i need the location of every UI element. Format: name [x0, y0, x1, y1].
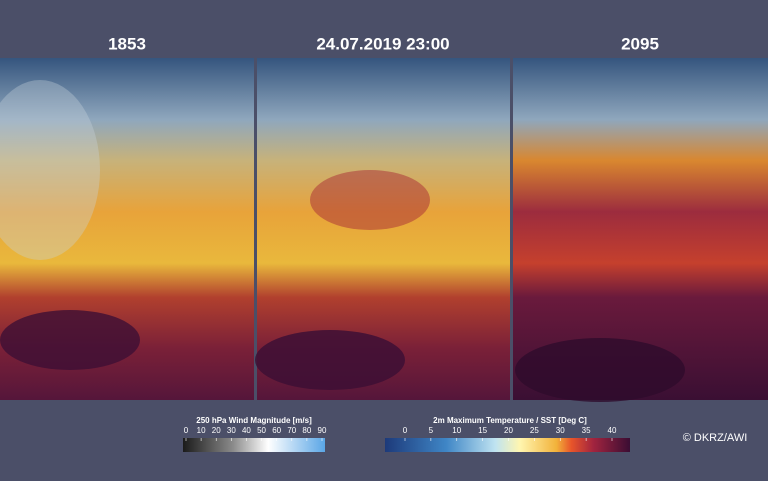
- colorbar: [183, 438, 325, 452]
- panel-title: 2095: [621, 34, 659, 53]
- tick-label: 70: [287, 426, 296, 435]
- tick-label: 30: [556, 426, 565, 435]
- map-panel: 24.07.2019 23:00: [255, 34, 510, 400]
- heat-region: [255, 330, 405, 390]
- wind-legend: 250 hPa Wind Magnitude [m/s] 0 10 20 30 40 50…: [183, 416, 327, 452]
- temperature-legend: 2m Maximum Temperature / SST [Deg C] 0 5 1…: [385, 416, 630, 452]
- heat-region: [515, 338, 685, 402]
- tick-label: 60: [272, 426, 281, 435]
- map-panels: 1853 24.07.2019 23:00 2095: [0, 34, 768, 402]
- tick-label: 80: [302, 426, 311, 435]
- tick-label: 35: [582, 426, 591, 435]
- panel-title: 1853: [108, 34, 146, 53]
- tick-label: 20: [504, 426, 513, 435]
- heat-region: [0, 310, 140, 370]
- tick-label: 10: [197, 426, 206, 435]
- tick-label: 0: [184, 426, 189, 435]
- tick-label: 90: [318, 426, 327, 435]
- tick-label: 15: [478, 426, 487, 435]
- tick-label: 40: [608, 426, 617, 435]
- tick-label: 10: [452, 426, 461, 435]
- tick-label: 25: [530, 426, 539, 435]
- cloud-band: [0, 80, 100, 260]
- map-panel: 1853: [0, 34, 254, 400]
- credit: © DKRZ/AWI: [683, 432, 748, 444]
- tick-label: 20: [212, 426, 221, 435]
- tick-label: 30: [227, 426, 236, 435]
- panel-title: 24.07.2019 23:00: [316, 34, 449, 53]
- colorbar: [385, 438, 630, 452]
- legend-title: 2m Maximum Temperature / SST [Deg C]: [433, 416, 587, 425]
- tick-label: 0: [403, 426, 408, 435]
- map-panel: 2095: [513, 34, 768, 402]
- tick-label: 5: [429, 426, 434, 435]
- legend-title: 250 hPa Wind Magnitude [m/s]: [196, 416, 312, 425]
- tick-label: 50: [257, 426, 266, 435]
- tick-label: 40: [242, 426, 251, 435]
- heat-region: [310, 170, 430, 230]
